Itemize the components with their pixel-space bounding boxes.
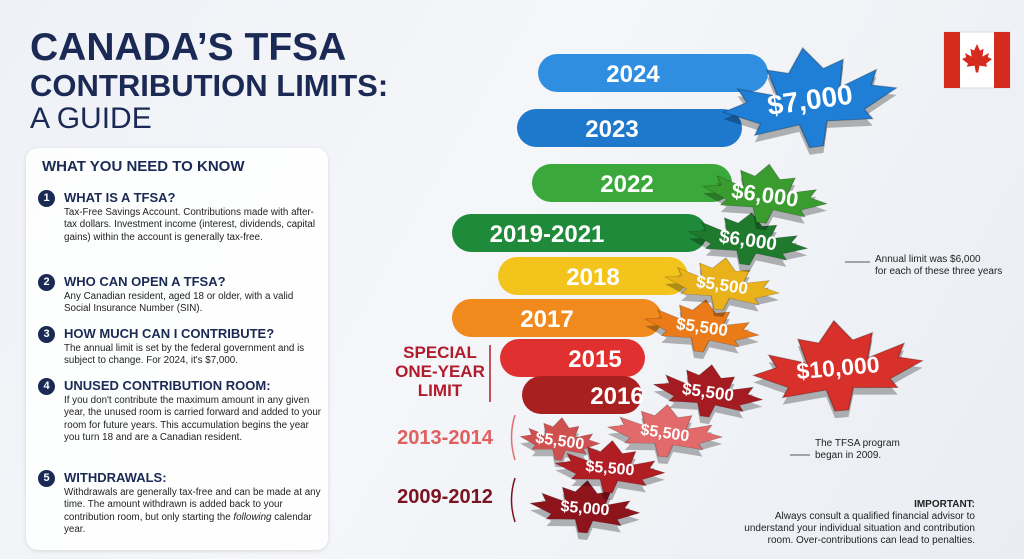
item-number: 4	[38, 378, 55, 395]
item-text-part: If you don't contribute the maximum amou…	[64, 395, 322, 444]
year-stack: 2024 2023 2022 2019-2021 2018 2017 2015 2016 201…	[397, 34, 928, 545]
item-number: 5	[38, 470, 55, 487]
item-text: The annual limit is set by the federal g…	[64, 343, 322, 368]
important-title: IMPORTANT:	[914, 499, 975, 510]
year-pill	[517, 109, 742, 147]
year-label: 2022	[600, 171, 653, 198]
important-text: room. Over-contributions can lead to pen…	[768, 535, 975, 546]
item-title: WITHDRAWALS:	[64, 470, 167, 485]
year-label: 2016	[590, 383, 643, 410]
title-line: CONTRIBUTION LIMITS:	[30, 68, 389, 103]
year-label: 2019-2021	[490, 221, 605, 248]
item-title: WHAT IS A TFSA?	[64, 190, 176, 205]
bracket	[510, 414, 516, 461]
year-label: 2009-2012	[397, 486, 493, 508]
year-pill	[452, 214, 707, 252]
title-line: CANADA’S TFSA	[30, 26, 347, 69]
year-pill	[500, 339, 645, 377]
year-label: 2013-2014	[397, 427, 494, 449]
year-pill	[532, 164, 732, 202]
year-pill	[498, 257, 688, 295]
amount-label: $5,000	[560, 498, 610, 519]
item-number: 1	[38, 190, 55, 207]
note: Annual limit was $6,000	[875, 254, 981, 265]
item-text-part: The annual limit is set by the federal g…	[64, 343, 305, 367]
item-number: 3	[38, 326, 55, 343]
year-label: 2017	[520, 306, 573, 333]
guide-panel: WHAT YOU NEED TO KNOW	[26, 148, 328, 550]
note: for each of these three years	[875, 266, 1002, 277]
item-text: Tax-Free Savings Account. Contributions …	[64, 207, 322, 244]
item-text: Withdrawals are generally tax-free and c…	[64, 487, 322, 537]
year-label: 2018	[566, 264, 619, 291]
item-text-part: Tax-Free Savings Account. Contributions …	[64, 207, 316, 243]
item-emphasis: following	[233, 511, 272, 523]
special-label: SPECIAL ONE-YEAR LIMIT	[395, 343, 485, 400]
year-label: 2024	[606, 61, 660, 88]
flag	[943, 31, 1011, 89]
year-pill	[538, 54, 768, 92]
special-line: LIMIT	[418, 381, 463, 400]
title-line: A GUIDE	[30, 102, 152, 135]
item-text: If you don't contribute the maximum amou…	[64, 395, 322, 445]
note: The TFSA program	[815, 438, 900, 449]
special-line: ONE-YEAR	[395, 362, 485, 381]
amount-label: $5,500	[639, 422, 690, 446]
special-line: SPECIAL	[403, 343, 477, 362]
guide-heading: WHAT YOU NEED TO KNOW	[42, 158, 245, 175]
item-text-part: calendar year.	[64, 511, 312, 536]
note: began in 2009.	[815, 450, 881, 461]
item-title: UNUSED CONTRIBUTION ROOM:	[64, 378, 271, 393]
item-title: HOW MUCH CAN I CONTRIBUTE?	[64, 326, 275, 341]
amount-label: $5,500	[534, 430, 585, 454]
bracket	[510, 477, 516, 523]
item-text: Any Canadian resident, aged 18 or older,…	[64, 291, 322, 316]
important-text: understand your individual situation and…	[744, 523, 975, 534]
year-label: 2015	[568, 346, 621, 373]
important-text: Always consult a qualified financial adv…	[775, 511, 976, 522]
item-text-part: Any Canadian resident, aged 18 or older,…	[64, 291, 294, 315]
year-label: 2023	[585, 116, 638, 143]
item-title: WHO CAN OPEN A TFSA?	[64, 274, 226, 289]
item-number: 2	[38, 274, 55, 291]
year-pill	[522, 376, 642, 414]
year-pill	[452, 299, 662, 337]
item-text-part: Withdrawals are generally tax-free and c…	[64, 487, 321, 523]
amount-label: $5,500	[585, 458, 635, 479]
